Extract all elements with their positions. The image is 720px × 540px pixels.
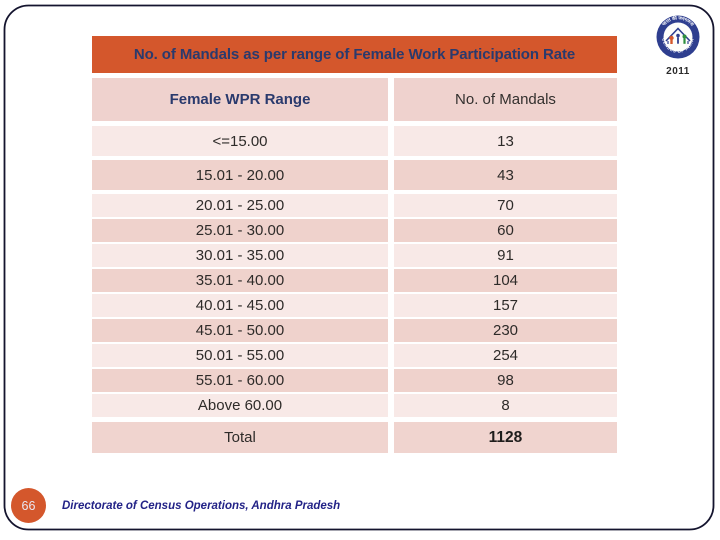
count-cell: 8	[394, 394, 617, 417]
count-cell: 157	[394, 294, 617, 317]
table-row: <=15.00 13	[92, 126, 617, 156]
range-cell: 35.01 - 40.00	[92, 269, 388, 292]
page-number: 66	[21, 498, 36, 513]
count-cell: 98	[394, 369, 617, 392]
table-row: 40.01 - 45.00 157	[92, 294, 617, 317]
total-label: Total	[92, 422, 388, 453]
count-cell: 230	[394, 319, 617, 342]
range-cell: 20.01 - 25.00	[92, 194, 388, 217]
slide-title: No. of Mandals as per range of Female Wo…	[133, 46, 576, 63]
total-value: 1128	[394, 422, 617, 453]
range-cell: 25.01 - 30.00	[92, 219, 388, 242]
header-count: No. of Mandals	[394, 78, 617, 121]
count-cell: 91	[394, 244, 617, 267]
table-row: 35.01 - 40.00 104	[92, 269, 617, 292]
slide-footer: Directorate of Census Operations, Andhra…	[62, 500, 341, 512]
table-row: 15.01 - 20.00 43	[92, 160, 617, 190]
table-body: <=15.00 13 15.01 - 20.00 43 20.01 - 25.0…	[92, 126, 617, 417]
table-row: 50.01 - 55.00 254	[92, 344, 617, 367]
table-header-row: Female WPR Range No. of Mandals	[92, 78, 617, 121]
count-cell: 254	[394, 344, 617, 367]
count-cell: 60	[394, 219, 617, 242]
range-cell: 40.01 - 45.00	[92, 294, 388, 317]
range-cell: Above 60.00	[92, 394, 388, 417]
range-cell: 50.01 - 55.00	[92, 344, 388, 367]
range-cell: 55.01 - 60.00	[92, 369, 388, 392]
census-emblem-icon: भारत की जनगणना CENSUS OF INDIA	[656, 14, 700, 59]
count-cell: 43	[394, 160, 617, 190]
table-row: 45.01 - 50.00 230	[92, 319, 617, 342]
range-cell: 15.01 - 20.00	[92, 160, 388, 190]
range-cell: 30.01 - 35.00	[92, 244, 388, 267]
header-range: Female WPR Range	[92, 78, 388, 121]
table-row: 30.01 - 35.00 91	[92, 244, 617, 267]
range-cell: <=15.00	[92, 126, 388, 156]
table-total-row: Total 1128	[92, 422, 617, 453]
table-row: 25.01 - 30.00 60	[92, 219, 617, 242]
count-cell: 104	[394, 269, 617, 292]
count-cell: 13	[394, 126, 617, 156]
range-cell: 45.01 - 50.00	[92, 319, 388, 342]
mandals-table: Female WPR Range No. of Mandals <=15.00 …	[92, 78, 617, 453]
table-row: Above 60.00 8	[92, 394, 617, 417]
table-row: 55.01 - 60.00 98	[92, 369, 617, 392]
slide-title-bar: No. of Mandals as per range of Female Wo…	[92, 36, 617, 73]
census-year: 2011	[666, 66, 690, 77]
table-row: 20.01 - 25.00 70	[92, 194, 617, 217]
census-logo: भारत की जनगणना CENSUS OF INDIA 2011	[655, 14, 701, 77]
page-number-badge: 66	[11, 488, 46, 523]
count-cell: 70	[394, 194, 617, 217]
